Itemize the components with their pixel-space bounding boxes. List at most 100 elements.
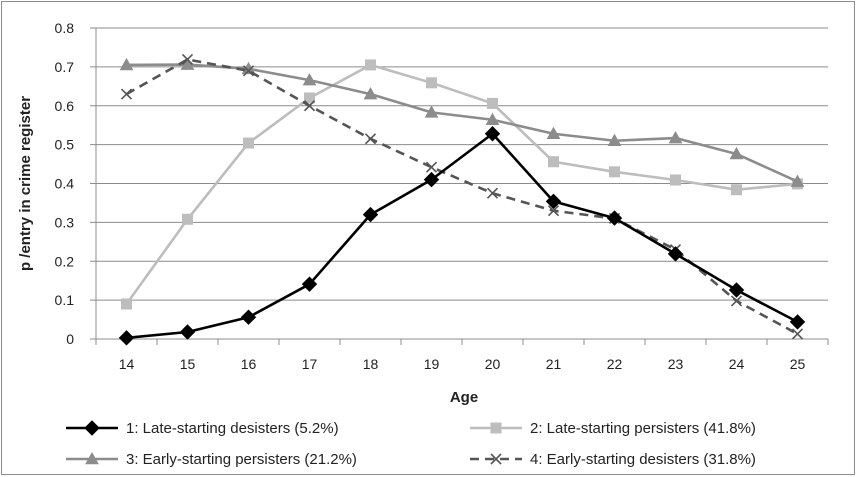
data-point [181,53,194,66]
data-point [120,88,133,100]
data-point [548,156,559,168]
x-tick-label: 18 [363,356,379,372]
x-marker-stroke [791,328,804,340]
y-tick-label: 0.7 [55,59,75,75]
data-point [789,314,806,330]
data-point [607,133,622,147]
legend-marker [84,420,100,436]
y-tick-label: 0.8 [55,20,75,36]
x-marker-stroke [120,88,133,100]
x-marker-stroke [425,161,438,173]
data-point [365,59,376,71]
data-point [730,295,743,307]
x-marker-stroke [303,100,316,112]
data-point [609,166,620,178]
legend-item-3: 3: Early-starting persisters (21.2%) [66,451,357,468]
legend-item-2: 2: Late-starting persisters (41.8%) [470,420,756,437]
data-point [728,282,745,298]
y-tick-label: 0.2 [55,253,75,269]
x-marker-stroke [364,133,377,145]
legend-label: 4: Early-starting desisters (31.8%) [530,451,756,468]
data-point [362,206,379,223]
data-point [426,77,437,89]
legend-label: 2: Late-starting persisters (41.8%) [530,420,756,437]
data-point [670,174,681,186]
x-marker-stroke [547,205,560,217]
data-point [182,213,193,225]
gridlines [96,27,828,301]
data-point [547,205,560,217]
legend-item-4: 4: Early-starting desisters (31.8%) [470,451,756,468]
data-point [363,87,378,100]
legend: 1: Late-starting desisters (5.2%) 2: Late… [66,420,756,468]
series-1 [118,126,806,346]
series-3 [119,57,805,187]
data-point [425,161,438,173]
x-marker-stroke [486,187,499,199]
data-point [487,97,498,109]
data-point [423,171,440,188]
data-point [729,146,744,160]
y-tick-label: 0 [66,331,74,347]
series-line [125,58,799,336]
y-tick-labels: 0 0.1 0.2 0.3 0.4 0.5 0.6 0.7 0.8 [55,20,75,347]
data-point [303,100,316,112]
series-group [118,53,806,346]
x-tick-label: 21 [546,356,562,372]
data-point [304,92,315,104]
legend-marker [490,422,502,434]
data-point [668,130,683,144]
series-line [126,63,799,183]
data-point [485,112,500,126]
y-tick-label: 0.6 [55,98,75,114]
x-marker-stroke [242,65,255,77]
data-point [546,126,561,140]
data-point [486,187,499,199]
data-point [606,210,623,226]
x-tick-label: 20 [485,356,501,372]
x-tick-label: 22 [607,356,623,372]
x-marker-stroke [730,295,743,307]
data-point [242,65,255,77]
x-tick-labels: 14 15 16 17 18 19 20 21 22 23 24 25 [119,356,806,372]
data-point [545,193,562,210]
data-point [790,174,805,187]
data-point [180,57,195,70]
data-point [121,298,132,310]
data-point [667,246,684,262]
x-tick-label: 19 [424,356,440,372]
x-tick-label: 15 [180,356,196,372]
x-tick-label: 16 [241,356,257,372]
data-point [301,276,318,292]
data-point [118,330,135,346]
x-tick-label: 17 [302,356,318,372]
legend-label: 1: Late-starting desisters (5.2%) [126,420,339,437]
y-axis-label: p /entry in crime register [17,96,34,271]
series-2 [121,59,803,310]
data-point [240,309,257,325]
legend-marker [85,451,99,465]
y-tick-label: 0.1 [55,292,75,308]
legend-item-1: 1: Late-starting desisters (5.2%) [66,420,339,437]
x-marker-stroke [181,53,194,66]
axes [90,27,829,345]
series-4 [120,53,804,340]
series-line [126,132,799,340]
x-axis-label: Age [450,389,478,406]
data-point [179,324,196,340]
y-tick-label: 0.5 [55,137,75,153]
x-tick-label: 24 [729,356,745,372]
data-point [424,105,439,118]
data-point [484,126,501,142]
series-line [125,63,798,305]
x-tick-label: 23 [668,356,684,372]
data-point [731,184,742,196]
x-marker-stroke [490,453,502,465]
x-tick-label: 14 [119,356,135,372]
legend-label: 3: Early-starting persisters (21.2%) [126,451,357,468]
y-tick-label: 0.3 [55,214,75,230]
data-point [791,328,804,340]
legend-marker [490,453,502,465]
data-point [243,137,254,149]
